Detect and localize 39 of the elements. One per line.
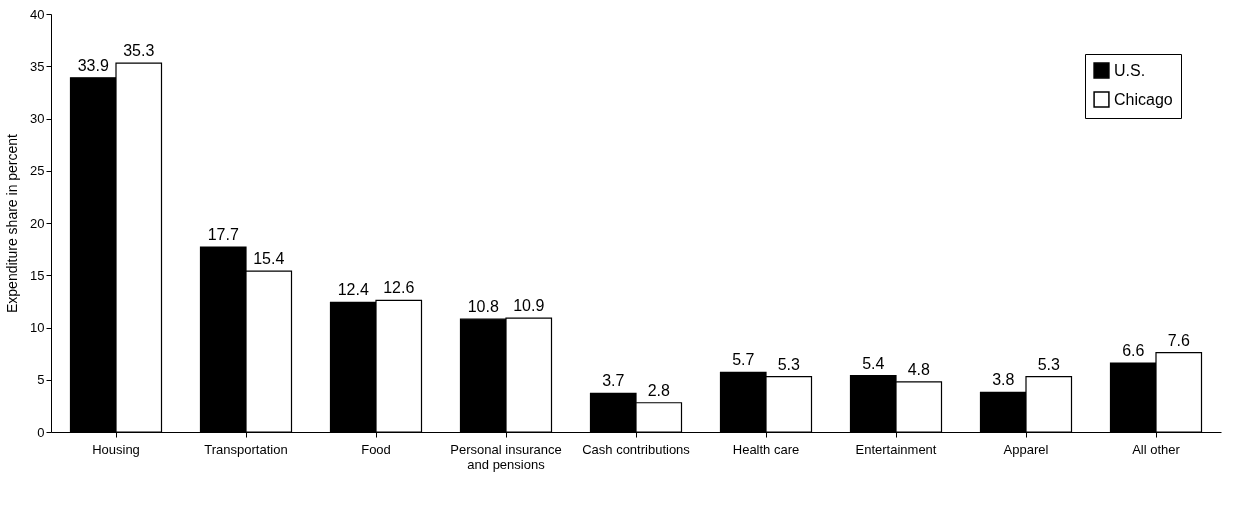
data-label: 7.6 [1167, 331, 1190, 349]
y-tick-label: 0 [37, 424, 45, 440]
x-tick-label: All other [1132, 441, 1181, 457]
y-tick-label: 15 [30, 267, 45, 283]
data-label: 10.8 [467, 298, 499, 316]
x-tick-label: Transportation [204, 441, 288, 457]
y-tick-label: 10 [30, 320, 45, 335]
data-label: 2.8 [647, 381, 670, 399]
x-tick-label: Cash contributions [582, 441, 691, 457]
y-tick-label: 20 [30, 215, 45, 231]
data-label: 6.6 [1122, 342, 1145, 360]
y-axis-title: Expenditure share in percent [4, 133, 21, 313]
y-tick-label: 35 [30, 58, 45, 74]
y-tick-label: 5 [37, 372, 45, 388]
legend-label: U.S. [1114, 61, 1146, 79]
y-tick-label: 30 [30, 111, 45, 126]
data-label: 17.7 [207, 226, 239, 244]
x-tick-label: Health care [732, 441, 800, 457]
y-tick-label: 40 [30, 6, 45, 22]
x-tick-label: Food [361, 441, 391, 457]
data-label: 33.9 [77, 56, 109, 74]
y-tick-label: 25 [30, 163, 45, 179]
data-label: 5.4 [862, 354, 885, 372]
data-label: 3.7 [602, 372, 625, 390]
data-label: 4.8 [907, 360, 930, 378]
data-label: 15.4 [253, 250, 285, 268]
data-label: 5.7 [732, 351, 755, 369]
data-label: 3.8 [992, 371, 1015, 389]
data-label: 10.9 [513, 297, 545, 315]
legend-label: Chicago [1114, 90, 1173, 108]
data-label: 12.6 [383, 279, 415, 297]
data-label: 35.3 [123, 42, 155, 60]
x-tick-label: Personal insurance and pensions [450, 441, 562, 472]
x-tick-label: Apparel [1003, 441, 1049, 457]
data-label: 12.4 [337, 281, 369, 299]
x-tick-label: Housing [92, 441, 140, 457]
x-tick-label: Entertainment [855, 441, 937, 457]
data-label: 5.3 [777, 355, 800, 373]
data-label: 5.3 [1037, 355, 1060, 373]
